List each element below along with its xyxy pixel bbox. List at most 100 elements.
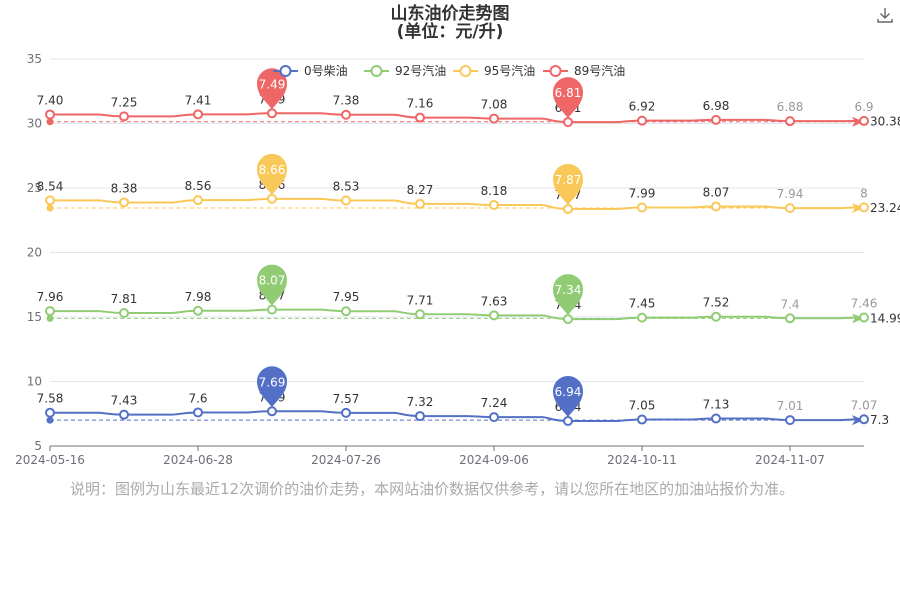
- y-tick-label: 20: [27, 246, 42, 260]
- data-point: [785, 203, 795, 214]
- data-point: [415, 112, 425, 123]
- data-point: [341, 109, 351, 120]
- download-icon[interactable]: [876, 6, 894, 24]
- data-point: [785, 415, 795, 426]
- data-point: [489, 113, 499, 124]
- data-point: [711, 413, 721, 424]
- average-arrow: [852, 203, 864, 214]
- mark-pin: [553, 274, 583, 316]
- mark-pin-label: 7.49: [259, 77, 286, 91]
- data-point: [193, 407, 203, 418]
- mark-pin: [553, 375, 583, 417]
- data-label: 7.46: [851, 297, 878, 311]
- x-tick-label: 2024-09-06: [459, 453, 529, 467]
- data-point: [637, 312, 647, 323]
- data-point: [637, 115, 647, 126]
- legend-label: 92号汽油: [395, 63, 446, 78]
- average-start-dot: [46, 204, 54, 212]
- data-label: 7.81: [111, 292, 138, 306]
- data-point: [489, 412, 499, 423]
- data-point: [489, 200, 499, 211]
- data-point: [859, 202, 869, 213]
- data-label: 7.95: [333, 290, 360, 304]
- series-line: [50, 308, 865, 321]
- y-tick-label: 35: [27, 52, 42, 66]
- data-point: [193, 305, 203, 316]
- data-label: 7.58: [37, 392, 64, 406]
- data-label: 7.43: [111, 394, 138, 408]
- x-tick-label: 2024-10-11: [607, 453, 677, 467]
- data-label: 8.38: [111, 181, 138, 195]
- data-point: [563, 314, 573, 325]
- data-point: [563, 117, 573, 128]
- mark-pin: [553, 77, 583, 119]
- data-label: 7.49: [259, 92, 286, 106]
- data-point: [45, 407, 55, 418]
- data-label: 6.92: [629, 100, 656, 114]
- data-label: 7.6: [188, 391, 207, 405]
- y-tick-label: 10: [27, 375, 42, 389]
- data-point: [415, 198, 425, 209]
- data-point: [563, 415, 573, 426]
- legend-marker: [279, 65, 292, 77]
- x-tick-label: 2024-11-07: [755, 453, 825, 467]
- chart-unit-subtitle: (单位：元/升): [396, 22, 504, 42]
- average-label: 23.24: [870, 201, 900, 215]
- data-label: 8.07: [259, 289, 286, 303]
- legend-marker: [370, 65, 383, 77]
- data-label: 7.38: [333, 94, 360, 108]
- data-label: 7.4: [780, 297, 799, 311]
- mark-pin-label: 6.81: [555, 86, 582, 100]
- data-point: [193, 109, 203, 120]
- legend-label: 0号柴油: [304, 64, 348, 78]
- y-tick-label: 30: [27, 117, 42, 131]
- average-label: 7.3: [870, 413, 889, 427]
- data-point: [415, 309, 425, 320]
- data-label: 7.69: [259, 390, 286, 404]
- data-point: [119, 197, 129, 208]
- data-point: [785, 116, 795, 127]
- data-label: 7.96: [37, 290, 64, 304]
- data-point: [119, 111, 129, 122]
- data-point: [711, 201, 721, 212]
- data-point: [489, 310, 499, 321]
- data-label: 7.41: [185, 93, 212, 107]
- data-label: 7.57: [333, 392, 360, 406]
- data-point: [119, 409, 129, 420]
- data-label: 7.08: [481, 98, 508, 112]
- data-label: 6.94: [555, 400, 582, 414]
- data-label: 7.87: [555, 188, 582, 202]
- data-label: 7.01: [777, 399, 804, 413]
- data-label: 7.99: [629, 186, 656, 200]
- data-point: [45, 306, 55, 317]
- data-label: 8.66: [259, 178, 286, 192]
- data-label: 7.25: [111, 95, 138, 109]
- data-label: 7.45: [629, 297, 656, 311]
- chart-title: 山东油价走势图: [390, 4, 510, 24]
- data-label: 7.40: [37, 93, 64, 107]
- data-label: 6.98: [703, 99, 730, 113]
- data-point: [193, 195, 203, 206]
- legend-label: 89号汽油: [574, 63, 625, 78]
- mark-pin-label: 8.07: [259, 274, 286, 288]
- data-label: 7.63: [481, 294, 508, 308]
- average-label: 14.99: [870, 311, 900, 325]
- data-point: [637, 202, 647, 213]
- data-point: [341, 306, 351, 317]
- average-start-dot: [46, 314, 54, 322]
- series-line: [50, 410, 865, 422]
- data-label: 7.98: [185, 290, 212, 304]
- data-label: 8.56: [185, 179, 212, 193]
- data-label: 6.81: [555, 101, 582, 115]
- mark-pin: [553, 164, 583, 206]
- data-point: [415, 411, 425, 422]
- data-label: 7.16: [407, 97, 434, 111]
- x-tick-label: 2024-07-26: [311, 453, 381, 467]
- data-point: [341, 407, 351, 418]
- legend-label: 95号汽油: [484, 63, 535, 78]
- data-point: [859, 312, 869, 323]
- mark-pin-label: 7.34: [555, 283, 582, 297]
- mark-pin: [257, 366, 287, 408]
- mark-pin-label: 7.69: [259, 375, 286, 389]
- data-label: 8.27: [407, 183, 434, 197]
